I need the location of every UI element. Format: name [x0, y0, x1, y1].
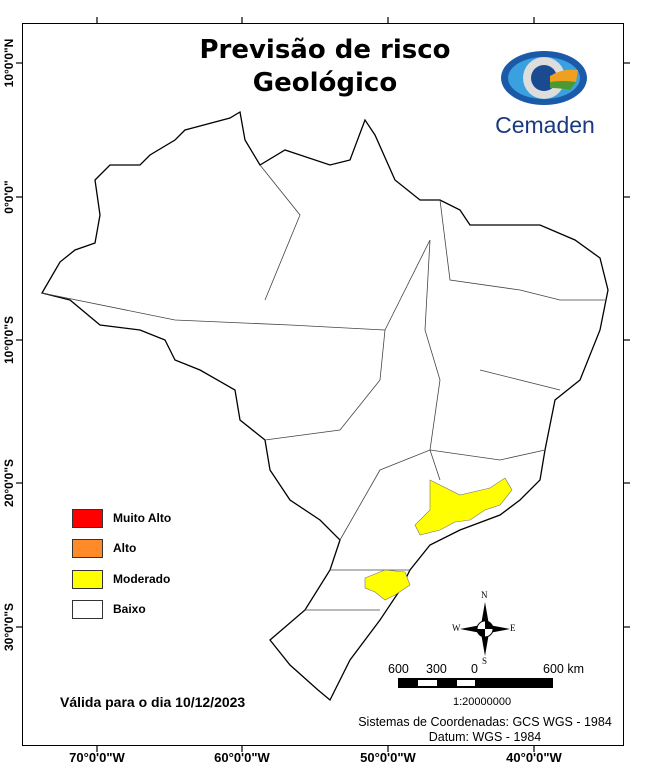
frame-ticks — [16, 17, 630, 752]
title-line1: Previsão de risco — [199, 35, 451, 65]
lat-label: 20°0'0"S — [2, 458, 16, 508]
legend-swatch — [72, 569, 103, 589]
cemaden-eye-icon — [501, 51, 587, 105]
legend-item-muito-alto: Muito Alto — [72, 508, 292, 528]
legend-swatch — [72, 599, 103, 619]
cemaden-logo: Cemaden — [490, 48, 600, 138]
lon-label: 50°0'0"W — [360, 750, 416, 765]
risk-area-southeast — [414, 477, 513, 536]
state-borders — [41, 164, 605, 611]
risk-area-south — [364, 569, 411, 601]
legend-item-alto: Alto — [72, 538, 292, 558]
coord-system-text: Sistemas de Coordenadas: GCS WGS - 1984 — [358, 715, 612, 729]
legend-item-moderado: Moderado — [72, 569, 292, 589]
scale-label: 0 — [471, 662, 478, 676]
compass-n: N — [481, 590, 488, 600]
scale-ratio: 1:20000000 — [453, 696, 512, 708]
scale-label: 600 — [388, 662, 409, 676]
scale-bar — [398, 678, 553, 688]
legend-label: Baixo — [113, 602, 146, 616]
compass-s: S — [482, 656, 488, 666]
lat-label: 0°0'0" — [2, 180, 16, 214]
compass-e: E — [510, 623, 516, 633]
lon-label: 40°0'0"W — [506, 750, 562, 765]
lon-label: 60°0'0"W — [214, 750, 270, 765]
map-title: Previsão de risco Geológico — [150, 34, 500, 100]
validity-date: Válida para o dia 10/12/2023 — [60, 694, 246, 710]
title-line2: Geológico — [252, 68, 398, 98]
legend-label: Muito Alto — [113, 511, 172, 525]
map-frame — [22, 23, 624, 746]
coordinate-system: Sistemas de Coordenadas: GCS WGS - 1984 … — [340, 715, 630, 745]
lat-label: 10°0'0"S — [2, 315, 16, 365]
legend-swatch — [72, 508, 103, 528]
datum-text: Datum: WGS - 1984 — [428, 730, 542, 744]
scale-label: 600 km — [543, 662, 584, 676]
compass-rose: N S W E — [450, 590, 520, 666]
risk-moderado-areas — [364, 477, 513, 601]
legend-label: Moderado — [113, 572, 171, 586]
scale-label: 300 — [426, 662, 447, 676]
compass-w: W — [452, 623, 461, 633]
lat-label: 30°0'0"S — [2, 602, 16, 652]
legend-item-baixo: Baixo — [72, 599, 292, 619]
lat-label: 10°0'0"N — [2, 38, 16, 88]
compass-icon — [460, 602, 510, 656]
lon-label: 70°0'0"W — [69, 750, 125, 765]
legend-label: Alto — [113, 541, 137, 555]
brazil-outline — [41, 110, 609, 702]
legend-swatch — [72, 538, 103, 558]
logo-text: Cemaden — [495, 112, 595, 138]
